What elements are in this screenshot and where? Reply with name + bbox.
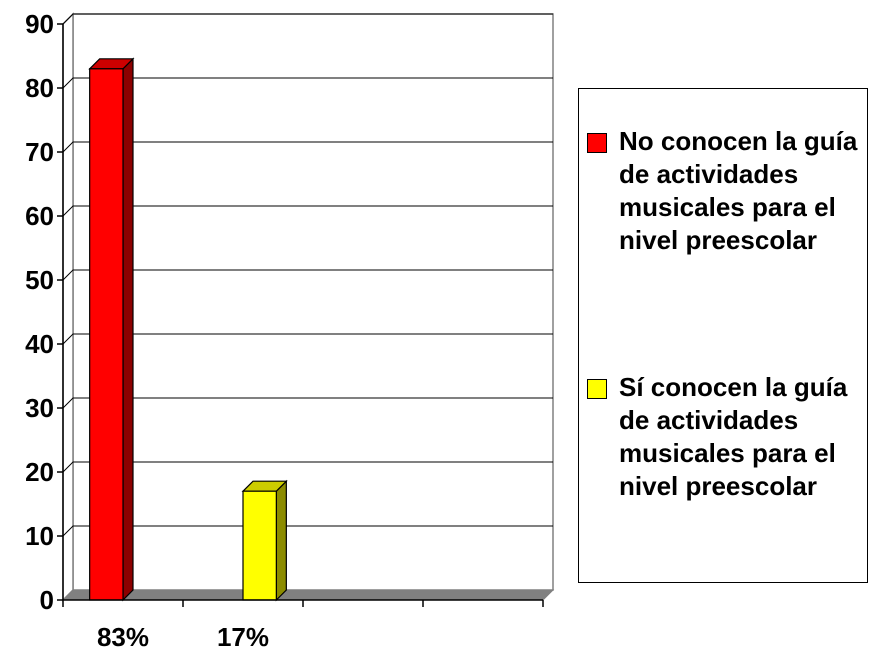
plot-back-wall — [72, 13, 554, 591]
bar-0-0 — [88, 57, 135, 602]
bars — [88, 57, 288, 602]
plot-side-wall — [62, 12, 74, 602]
gridline-50 — [62, 269, 553, 281]
y-tick-label-60: 60 — [25, 201, 54, 231]
gridline-90 — [62, 13, 553, 25]
y-tick-label-10: 10 — [25, 521, 54, 551]
x-tick-label-1: 17% — [217, 622, 269, 652]
y-tick-label-0: 0 — [40, 585, 54, 615]
bar-1-1 — [241, 479, 288, 602]
legend-label-si-conocen: Sí conocen la guía de actividades musica… — [619, 372, 848, 501]
y-tick-label-30: 30 — [25, 393, 54, 423]
y-tick-label-50: 50 — [25, 265, 54, 295]
y-tick-label-90: 90 — [25, 9, 54, 39]
gridline-20 — [62, 461, 553, 473]
y-axis-ticks: 0 10 20 30 40 50 60 70 80 90 — [25, 9, 63, 615]
gridline-60 — [62, 205, 553, 217]
legend-swatch-no-conocen — [587, 133, 607, 153]
gridline-70 — [62, 141, 553, 153]
x-tick-label-0: 83% — [97, 622, 149, 652]
gridline-40 — [62, 333, 553, 345]
legend-swatch-si-conocen — [587, 379, 607, 399]
y-tick-label-20: 20 — [25, 457, 54, 487]
legend-label-no-conocen: No conocen la guía de actividades musica… — [619, 126, 858, 255]
gridline-80 — [62, 77, 553, 89]
y-tick-label-80: 80 — [25, 73, 54, 103]
plot-walls — [61, 12, 555, 602]
bar-front-1-1 — [242, 490, 277, 601]
plot-floor — [61, 589, 555, 601]
y-tick-label-70: 70 — [25, 137, 54, 167]
gridline-10 — [62, 525, 553, 537]
legend: No conocen la guía de actividades musica… — [578, 88, 868, 583]
gridlines — [62, 13, 553, 537]
gridline-30 — [62, 397, 553, 409]
y-tick-label-40: 40 — [25, 329, 54, 359]
bar-side-1-1 — [275, 479, 287, 602]
bar-front-0-0 — [89, 68, 124, 601]
x-axis-ticks: 83% 17% — [62, 600, 544, 652]
bar-side-0-0 — [122, 57, 134, 602]
